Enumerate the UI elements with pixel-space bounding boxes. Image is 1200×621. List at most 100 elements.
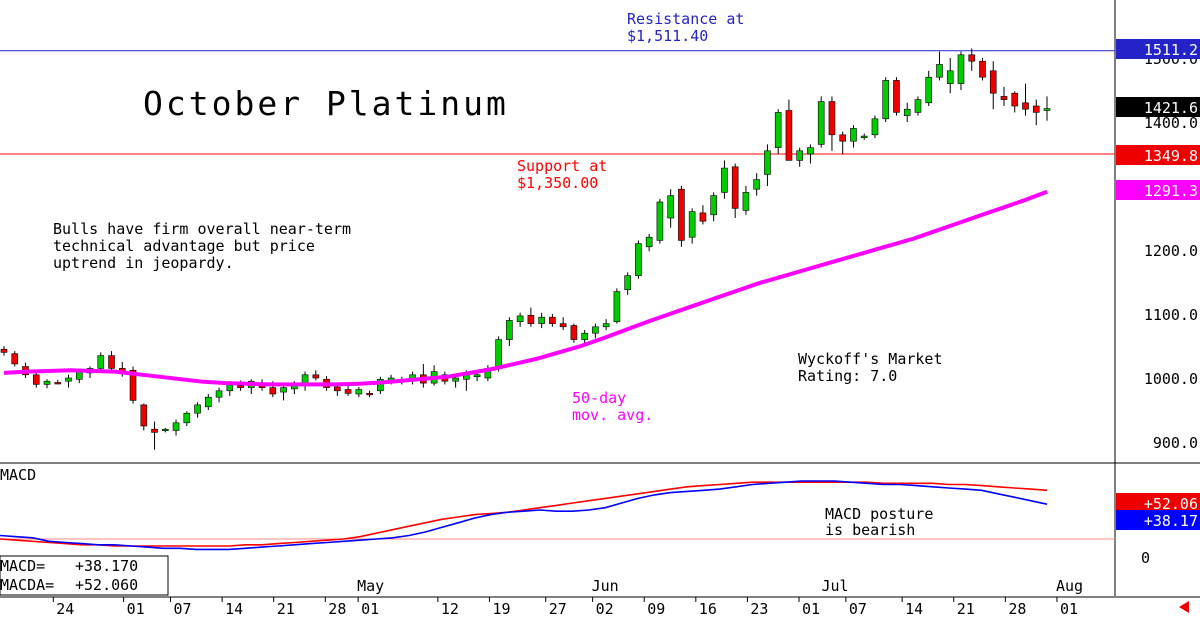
candle-body [1022, 102, 1029, 110]
candle-body [957, 54, 965, 84]
candle-body [312, 374, 320, 379]
candle-body [75, 371, 83, 380]
date-label: 14 [225, 600, 243, 618]
date-label: 19 [492, 600, 510, 618]
candle-body [979, 60, 986, 78]
candle-body [1011, 92, 1019, 107]
moving-average-series [3, 189, 1048, 387]
macd-tag-bg [1116, 510, 1200, 530]
candle-body [764, 150, 771, 175]
candle-body [613, 291, 621, 322]
date-label: 09 [647, 600, 665, 618]
resistance-label-2: $1,511.40 [627, 27, 708, 45]
macd-zero-tick: 0 [1141, 549, 1150, 567]
candle-body [785, 110, 793, 161]
month-label: May [357, 577, 384, 595]
candle-body [559, 323, 567, 328]
candle-body [161, 428, 169, 432]
candle-body [538, 316, 545, 324]
month-label: Jun [592, 577, 619, 595]
macd-readout-value: +38.170 [75, 557, 138, 575]
candle-body [753, 179, 760, 190]
candle-body [817, 101, 825, 145]
date-label: 23 [750, 600, 768, 618]
macd-line [0, 480, 1048, 551]
candle-body [602, 323, 610, 328]
date-label: 07 [849, 600, 867, 618]
candle-body [226, 384, 234, 392]
macda-line [0, 481, 1048, 547]
date-label: 27 [549, 600, 567, 618]
candle-body [710, 195, 717, 216]
candle-body [183, 412, 191, 424]
last-price-tag: 1421.6 [1144, 99, 1198, 117]
candle-body [774, 112, 782, 148]
candle-body [796, 150, 803, 161]
date-label: 12 [441, 600, 459, 618]
rating-line-1: Wyckoff's Market [798, 350, 943, 368]
last-price-tag-bg [1116, 97, 1200, 117]
price-tick-label: 1200.0 [1144, 242, 1198, 260]
macd-note-2: is bearish [825, 521, 915, 539]
date-label: 01 [802, 600, 820, 618]
note-line-1: Bulls have firm overall near-term [53, 220, 351, 238]
date-label: 07 [174, 600, 192, 618]
candle-body [215, 390, 223, 398]
candle-body [65, 377, 72, 382]
candle-body [151, 428, 158, 433]
candle-body [742, 192, 750, 211]
date-label: 21 [957, 600, 975, 618]
candle-body [549, 316, 556, 324]
ma-50-line [3, 189, 1048, 387]
candle-body [882, 80, 890, 120]
ma-label-1: 50-day [572, 389, 626, 407]
resistance-tag-bg [1116, 39, 1200, 59]
candle-body [656, 201, 664, 241]
candle-body [377, 378, 384, 392]
price-tick-label: 1100.0 [1144, 306, 1198, 324]
price-tick-label: 900.0 [1153, 434, 1198, 452]
candle-body [925, 76, 933, 104]
candle-body [678, 188, 685, 241]
macda-readout-value: +52.060 [75, 576, 138, 594]
candle-body [624, 275, 631, 290]
macda-tag: +52.06 [1144, 495, 1198, 513]
ma-tag-bg [1116, 180, 1200, 200]
candle-body [635, 243, 642, 276]
macd-series [0, 480, 1048, 551]
candle-body [570, 325, 578, 340]
candle-body [1032, 105, 1040, 113]
candle-body [140, 404, 148, 427]
rating-line-2: Rating: 7.0 [798, 367, 897, 385]
resistance-label-1: Resistance at [627, 10, 744, 28]
candle-body [903, 108, 911, 116]
ma-tag: 1291.3 [1144, 182, 1198, 200]
candle-body [334, 386, 341, 392]
candle-body [516, 315, 524, 322]
candle-body [871, 118, 879, 136]
candle-body [914, 99, 922, 113]
candle-body [828, 101, 836, 136]
candle-body [1000, 96, 1008, 100]
candle-body [97, 355, 105, 369]
candle-body [32, 374, 40, 385]
date-label: 24 [56, 600, 74, 618]
chart-title: October Platinum [143, 84, 509, 123]
candle-body [473, 374, 481, 378]
scroll-left-arrow-icon[interactable] [1179, 601, 1189, 613]
support-tag: 1349.8 [1144, 147, 1198, 165]
date-label: 14 [905, 600, 923, 618]
date-label: 16 [699, 600, 717, 618]
ma-label-2: mov. avg. [572, 406, 653, 424]
candle-body [54, 382, 62, 385]
candle-body [366, 393, 373, 396]
price-tick-label: 1400.0 [1144, 114, 1198, 132]
candle-body [194, 404, 201, 414]
macda-tag-bg [1116, 493, 1200, 513]
date-label: 28 [328, 600, 346, 618]
candle-body [807, 147, 814, 155]
candle-body [688, 211, 696, 238]
candle-body [129, 370, 137, 401]
date-label: 02 [596, 600, 614, 618]
